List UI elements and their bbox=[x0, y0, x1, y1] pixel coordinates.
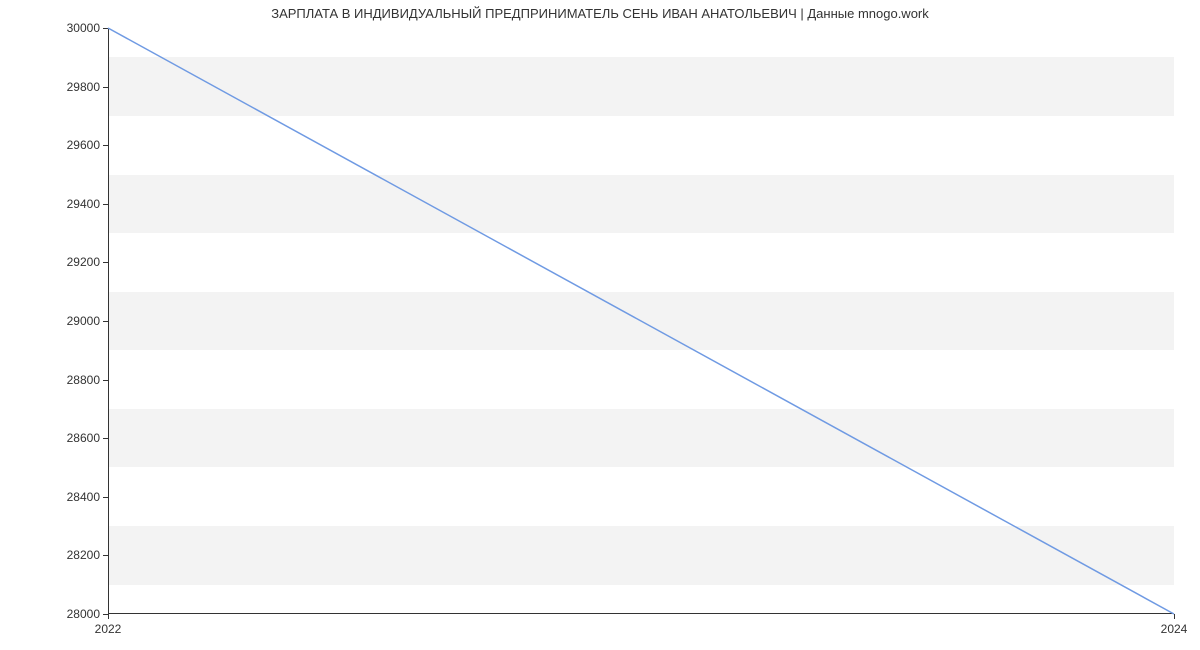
y-tick-label: 30000 bbox=[67, 21, 100, 35]
y-tick-label: 28000 bbox=[67, 607, 100, 621]
y-tick-label: 29800 bbox=[67, 80, 100, 94]
series-salary bbox=[108, 28, 1174, 614]
x-tick-label: 2024 bbox=[1161, 622, 1188, 636]
y-tick-label: 29200 bbox=[67, 255, 100, 269]
chart-title: ЗАРПЛАТА В ИНДИВИДУАЛЬНЫЙ ПРЕДПРИНИМАТЕЛ… bbox=[0, 6, 1200, 21]
plot-area: 2800028200284002860028800290002920029400… bbox=[108, 28, 1174, 614]
y-tick-label: 29600 bbox=[67, 138, 100, 152]
y-tick-label: 29400 bbox=[67, 197, 100, 211]
salary-line-chart: ЗАРПЛАТА В ИНДИВИДУАЛЬНЫЙ ПРЕДПРИНИМАТЕЛ… bbox=[0, 0, 1200, 650]
y-tick-label: 28800 bbox=[67, 373, 100, 387]
line-series bbox=[108, 28, 1174, 614]
y-tick-label: 28200 bbox=[67, 548, 100, 562]
x-tick-label: 2022 bbox=[95, 622, 122, 636]
y-tick-label: 28400 bbox=[67, 490, 100, 504]
y-tick-label: 29000 bbox=[67, 314, 100, 328]
y-tick-label: 28600 bbox=[67, 431, 100, 445]
x-tick-mark bbox=[108, 614, 109, 619]
x-tick-mark bbox=[1174, 614, 1175, 619]
